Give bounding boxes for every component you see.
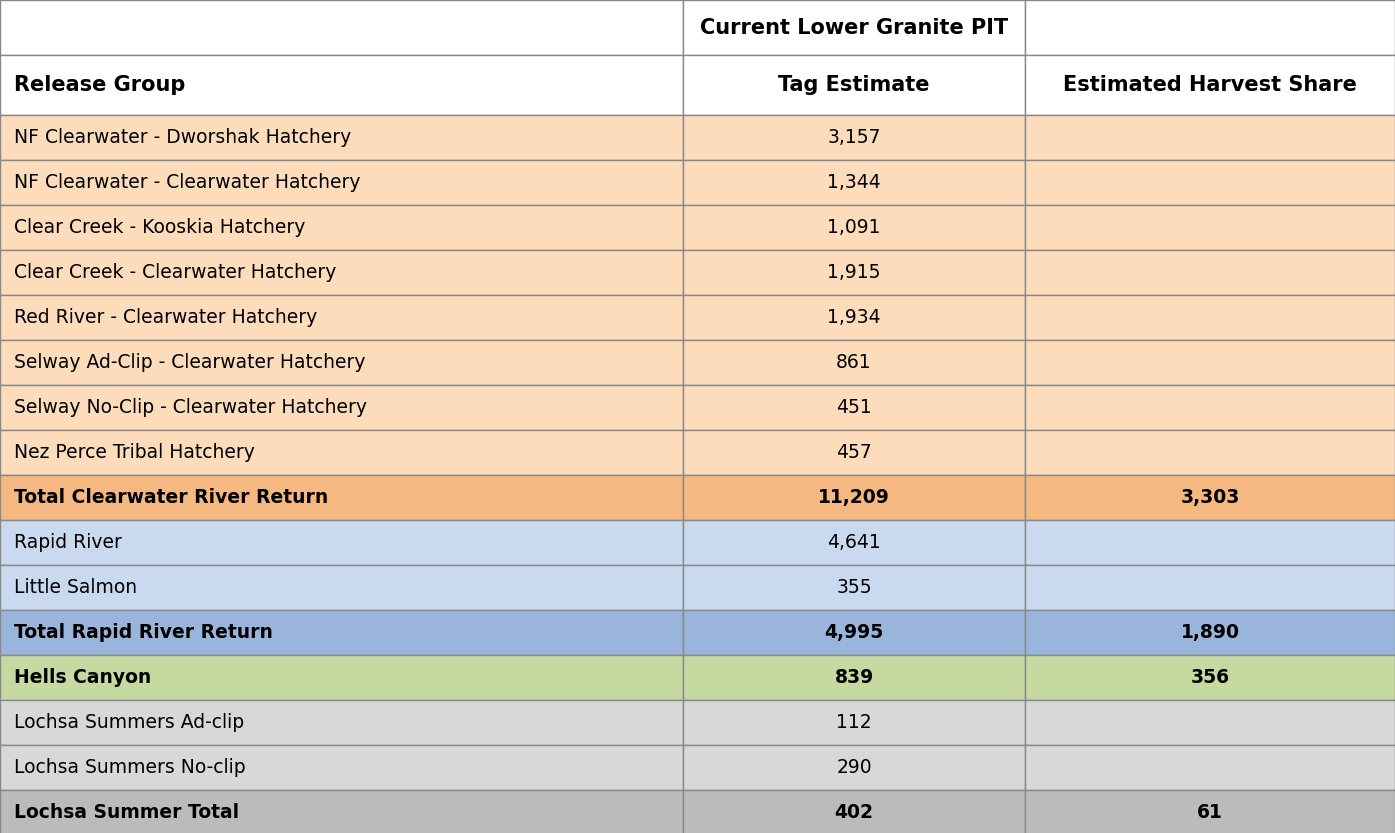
Text: Selway Ad-Clip - Clearwater Hatchery: Selway Ad-Clip - Clearwater Hatchery [14,353,365,372]
Bar [0,565,684,610]
Text: 61: 61 [1197,803,1223,822]
Bar [0,430,684,475]
Text: 861: 861 [836,353,872,372]
Bar [684,205,1025,250]
Text: 839: 839 [834,668,873,687]
Text: NF Clearwater - Clearwater Hatchery: NF Clearwater - Clearwater Hatchery [14,173,360,192]
Text: 355: 355 [836,578,872,597]
Text: Lochsa Summers Ad-clip: Lochsa Summers Ad-clip [14,713,244,732]
Bar [0,55,684,115]
Bar [684,745,1025,790]
Bar [0,700,684,745]
Text: 3,303: 3,303 [1180,488,1240,507]
Bar [1025,610,1395,655]
Bar [1025,700,1395,745]
Bar [684,430,1025,475]
Text: Nez Perce Tribal Hatchery: Nez Perce Tribal Hatchery [14,443,255,462]
Text: 4,995: 4,995 [824,623,883,642]
Bar [1025,205,1395,250]
Text: 1,344: 1,344 [827,173,880,192]
Bar [1025,250,1395,295]
Bar [1025,385,1395,430]
Text: 402: 402 [834,803,873,822]
Bar [684,655,1025,700]
Bar [684,0,1025,55]
Text: Clear Creek - Clearwater Hatchery: Clear Creek - Clearwater Hatchery [14,263,336,282]
Bar [0,385,684,430]
Bar [0,250,684,295]
Bar [1025,55,1395,115]
Bar [0,610,684,655]
Bar [1025,565,1395,610]
Text: Tag Estimate: Tag Estimate [778,75,929,95]
Bar [684,160,1025,205]
Bar [1025,0,1395,55]
Text: 1,934: 1,934 [827,308,880,327]
Bar [1025,475,1395,520]
Text: Selway No-Clip - Clearwater Hatchery: Selway No-Clip - Clearwater Hatchery [14,398,367,417]
Text: 290: 290 [836,758,872,777]
Text: 1,915: 1,915 [827,263,880,282]
Bar [684,520,1025,565]
Bar [1025,295,1395,340]
Bar [1025,745,1395,790]
Text: Clear Creek - Kooskia Hatchery: Clear Creek - Kooskia Hatchery [14,218,306,237]
Bar [684,55,1025,115]
Bar [684,250,1025,295]
Bar [684,700,1025,745]
Bar [684,340,1025,385]
Bar [1025,790,1395,833]
Bar [0,205,684,250]
Text: 11,209: 11,209 [817,488,890,507]
Text: Red River - Clearwater Hatchery: Red River - Clearwater Hatchery [14,308,317,327]
Bar [684,790,1025,833]
Bar [684,385,1025,430]
Text: NF Clearwater - Dworshak Hatchery: NF Clearwater - Dworshak Hatchery [14,128,352,147]
Text: Release Group: Release Group [14,75,186,95]
Bar [684,295,1025,340]
Bar [0,115,684,160]
Text: 457: 457 [836,443,872,462]
Bar [684,475,1025,520]
Bar [0,745,684,790]
Text: Total Clearwater River Return: Total Clearwater River Return [14,488,328,507]
Text: Lochsa Summer Total: Lochsa Summer Total [14,803,239,822]
Bar [1025,115,1395,160]
Text: 4,641: 4,641 [827,533,880,552]
Text: 1,091: 1,091 [827,218,880,237]
Text: Current Lower Granite PIT: Current Lower Granite PIT [700,17,1009,37]
Bar [0,790,684,833]
Text: 356: 356 [1190,668,1229,687]
Bar [0,655,684,700]
Bar [1025,160,1395,205]
Bar [1025,340,1395,385]
Bar [0,340,684,385]
Bar [0,475,684,520]
Text: 1,890: 1,890 [1180,623,1240,642]
Text: 112: 112 [836,713,872,732]
Bar [1025,655,1395,700]
Text: 451: 451 [836,398,872,417]
Text: Estimated Harvest Share: Estimated Harvest Share [1063,75,1357,95]
Bar [1025,520,1395,565]
Bar [684,565,1025,610]
Text: 3,157: 3,157 [827,128,880,147]
Text: Lochsa Summers No-clip: Lochsa Summers No-clip [14,758,246,777]
Text: Total Rapid River Return: Total Rapid River Return [14,623,273,642]
Bar [0,520,684,565]
Bar [0,0,684,55]
Text: Hells Canyon: Hells Canyon [14,668,151,687]
Bar [684,610,1025,655]
Bar [0,160,684,205]
Bar [1025,430,1395,475]
Text: Rapid River: Rapid River [14,533,121,552]
Text: Little Salmon: Little Salmon [14,578,137,597]
Bar [0,295,684,340]
Bar [684,115,1025,160]
